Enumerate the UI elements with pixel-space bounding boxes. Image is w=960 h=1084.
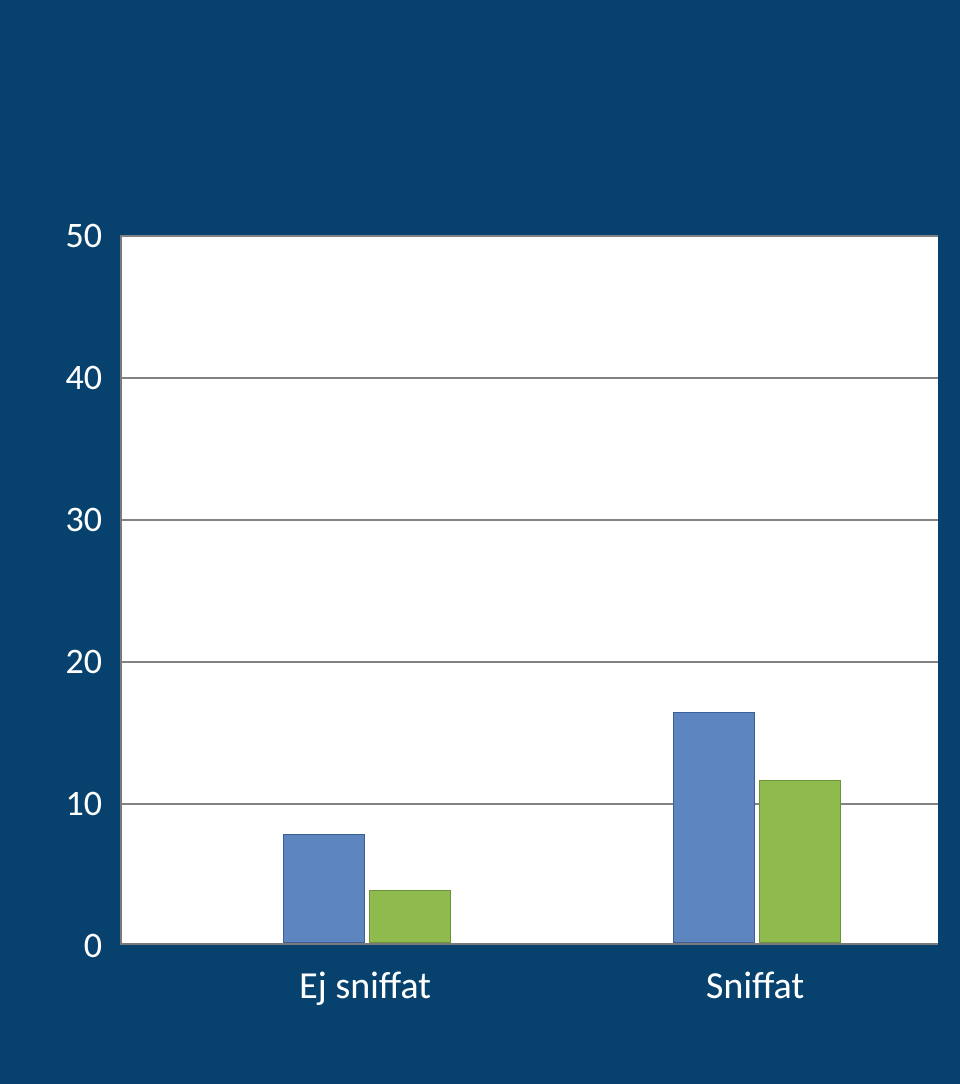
x-tick-label: Sniffat (706, 963, 804, 1009)
bar (369, 890, 451, 943)
bar (283, 834, 365, 943)
bar (759, 780, 841, 943)
plot-area (120, 235, 938, 945)
gridline (122, 235, 938, 237)
bar (673, 712, 755, 943)
y-tick-label: 20 (0, 639, 102, 683)
x-tick-label: Ej sniffat (299, 963, 431, 1009)
y-tick-label: 40 (0, 355, 102, 399)
chart-wrap: 0 10 20 30 40 50 Ej sniffat Sniffat (0, 0, 960, 1084)
y-tick-label: 10 (0, 781, 102, 825)
y-tick-label: 0 (0, 923, 102, 967)
gridline (122, 377, 938, 379)
gridline (122, 519, 938, 521)
y-tick-label: 30 (0, 497, 102, 541)
gridline (122, 661, 938, 663)
chart-container: 0 10 20 30 40 50 Ej sniffat Sniffat (0, 0, 960, 1084)
y-tick-label: 50 (0, 213, 102, 257)
